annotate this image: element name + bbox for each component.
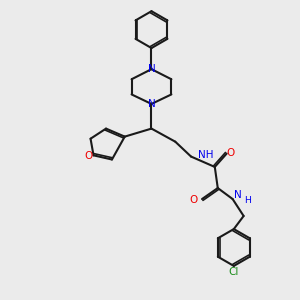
Text: H: H — [244, 196, 251, 205]
Text: O: O — [227, 148, 235, 158]
Text: N: N — [234, 190, 242, 200]
Text: NH: NH — [198, 150, 213, 160]
Text: N: N — [148, 64, 155, 74]
Text: O: O — [189, 195, 198, 205]
Text: O: O — [84, 151, 92, 161]
Text: N: N — [148, 99, 155, 109]
Text: Cl: Cl — [229, 268, 239, 278]
